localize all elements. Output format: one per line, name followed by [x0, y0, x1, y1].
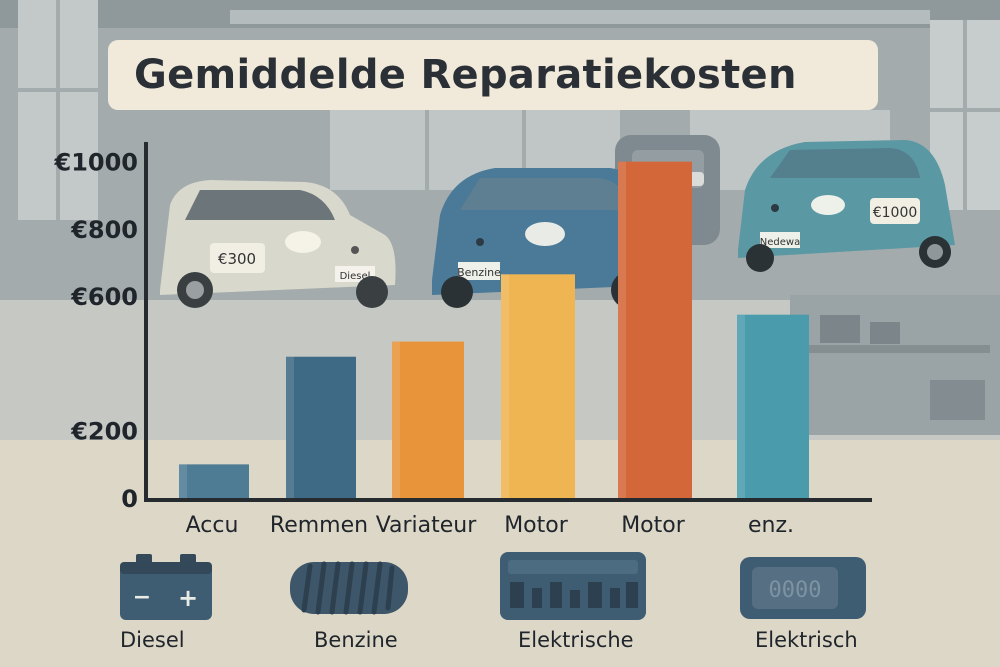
bar-highlight: [737, 314, 745, 498]
bar-accu-0: [179, 464, 249, 498]
x-label-group: Accu Remmen Variateur Motor Motor enz.: [186, 513, 794, 538]
tire-icon: [290, 561, 408, 615]
x-tick-label: Accu: [186, 513, 239, 538]
bar-motor-3: [501, 274, 575, 498]
bar-highlight: [392, 341, 400, 498]
transmission-icon: [500, 552, 646, 620]
bar-highlight: [179, 464, 187, 498]
white-car: €300 Diesel: [160, 180, 396, 308]
meter-digits: 0000: [769, 578, 822, 603]
icon-label-diesel: Diesel: [120, 628, 185, 652]
battery-minus: −: [133, 585, 151, 610]
ceiling-strip: [230, 10, 930, 24]
icon-label-elektrisch: Elektrisch: [755, 628, 858, 652]
title-banner: Gemiddelde Reparatiekosten: [108, 40, 878, 110]
y-tick-group: 0 €200 €600 €800 €1000: [54, 149, 139, 513]
icon-label-benzine: Benzine: [314, 628, 398, 652]
teal-car: €1000 Nedewa: [738, 140, 955, 272]
car-price-tag: €1000: [873, 205, 918, 221]
bars-group: [179, 161, 809, 499]
bar-highlight: [501, 274, 509, 498]
bar-enz-5: [737, 314, 809, 498]
bar-highlight: [618, 161, 626, 499]
chart-title: Gemiddelde Reparatiekosten: [134, 52, 797, 98]
x-tick-label: enz.: [748, 513, 794, 538]
x-tick-label: Motor: [504, 513, 569, 538]
x-tick-label: Remmen: [270, 513, 368, 538]
y-tick-label: 0: [121, 485, 138, 513]
y-tick-label: €600: [70, 283, 138, 311]
battery-icon: − +: [120, 554, 212, 620]
y-tick-label: €1000: [54, 149, 139, 177]
car-plate: Benzine: [457, 266, 501, 279]
x-tick-label: Variateur: [376, 513, 478, 538]
car-price-tag: €300: [218, 250, 256, 268]
y-tick-label: €200: [70, 418, 138, 446]
y-tick-label: €800: [70, 216, 138, 244]
car-plate: Nedewa: [760, 237, 800, 248]
bar-highlight: [286, 356, 294, 498]
x-tick-label: Motor: [621, 513, 686, 538]
floor-foreground: [0, 440, 1000, 667]
battery-plus: +: [178, 584, 198, 612]
bar-remmen-1: [286, 356, 356, 498]
car-plate: Diesel: [340, 271, 371, 282]
icon-label-elektrische: Elektrische: [518, 628, 634, 652]
bar-motor-4: [618, 161, 692, 499]
meter-icon: 0000: [740, 557, 866, 619]
bar-variateur-2: [392, 341, 464, 498]
